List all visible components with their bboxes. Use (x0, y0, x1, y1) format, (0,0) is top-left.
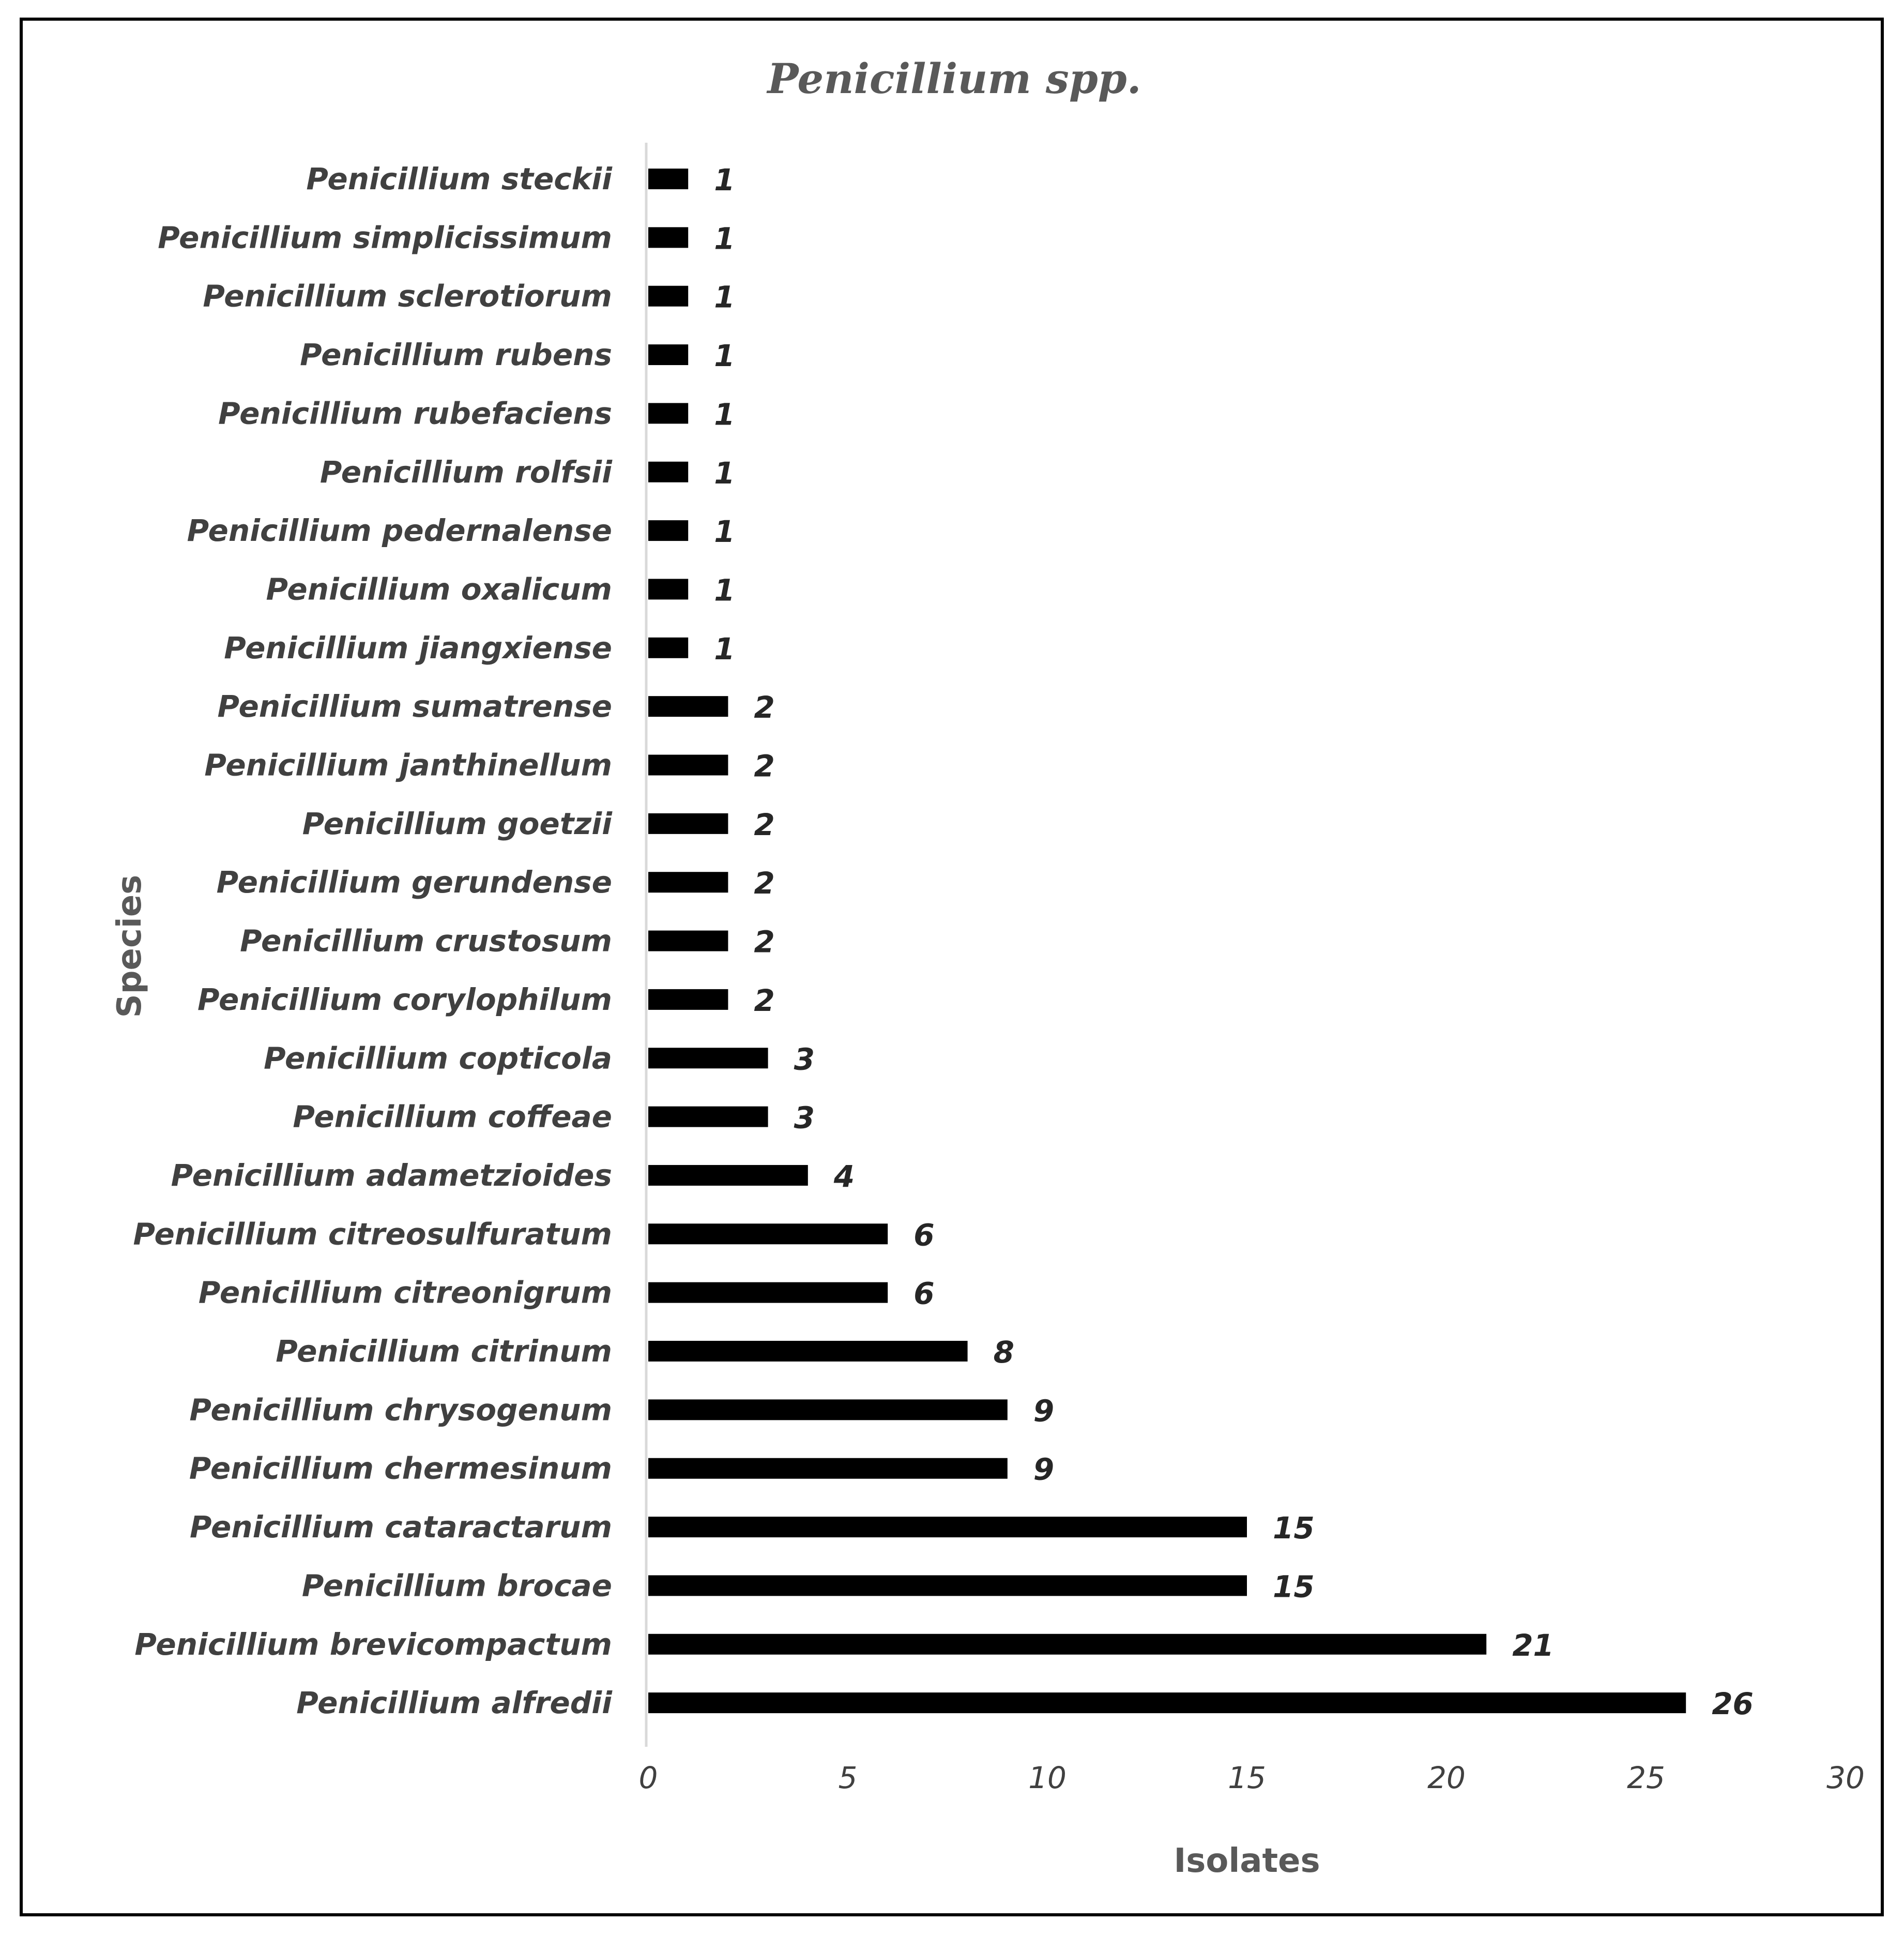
data-label: 4 (833, 1159, 855, 1194)
data-label: 1 (714, 456, 735, 491)
data-label: 1 (714, 280, 735, 315)
category-label: Penicillium citrinum (276, 1334, 612, 1369)
bar (648, 696, 728, 717)
data-label: 1 (714, 221, 735, 256)
x-tick-label: 15 (1228, 1760, 1266, 1795)
category-label: Penicillium copticola (264, 1040, 612, 1076)
bar (648, 989, 728, 1010)
data-label: 3 (794, 1041, 815, 1077)
bar (648, 403, 689, 424)
data-label: 2 (754, 866, 774, 901)
data-label: 2 (754, 983, 774, 1018)
category-label: Penicillium chrysogenum (189, 1392, 612, 1427)
data-label: 1 (714, 514, 735, 549)
category-label: Penicillium brocae (302, 1568, 612, 1603)
data-label: 21 (1512, 1628, 1554, 1663)
category-label: Penicillium sclerotiorum (203, 279, 612, 314)
category-label: Penicillium rubens (300, 337, 612, 372)
bar (648, 1106, 768, 1127)
bar (648, 637, 689, 658)
category-label: Penicillium oxalicum (266, 571, 612, 607)
bar (648, 1048, 768, 1069)
category-label: Penicillium brevicompactum (134, 1627, 612, 1662)
y-axis-title: Species (111, 875, 149, 1018)
bar (648, 813, 728, 834)
bar (648, 461, 689, 482)
data-label: 6 (913, 1217, 934, 1252)
chart-title: Penicillium spp. (766, 54, 1141, 103)
bar (648, 520, 689, 541)
bar (648, 1634, 1487, 1655)
bar (648, 1164, 808, 1186)
bar (648, 1223, 888, 1245)
bar (648, 579, 689, 600)
category-label: Penicillium goetzii (302, 806, 613, 841)
bar (648, 930, 728, 951)
category-label: Penicillium alfredii (296, 1685, 613, 1720)
bar (648, 872, 728, 893)
data-label: 1 (714, 397, 735, 432)
data-label: 3 (794, 1100, 815, 1136)
bar (648, 1575, 1247, 1596)
data-label: 15 (1273, 1510, 1315, 1546)
category-label: Penicillium rolfsii (320, 455, 613, 490)
chart-frame: Penicillium spp. Penicillium steckii 1 Pen… (20, 18, 1884, 1916)
data-label: 1 (714, 338, 735, 373)
data-label: 2 (754, 925, 774, 960)
category-label: Penicillium steckii (306, 161, 613, 196)
x-tick-label: 25 (1627, 1760, 1665, 1795)
category-label: Penicillium chermesinum (189, 1451, 612, 1486)
x-tick-label: 0 (639, 1760, 658, 1795)
data-label: 1 (714, 162, 735, 198)
category-label: Penicillium pedernalense (187, 513, 612, 548)
data-label: 2 (754, 807, 774, 842)
category-label: Penicillium adametzioides (171, 1158, 612, 1193)
bar (648, 1341, 968, 1362)
category-label: Penicillium corylophilum (197, 982, 612, 1017)
category-label: Penicillium cataractarum (190, 1509, 612, 1545)
x-tick-label: 30 (1826, 1760, 1865, 1795)
x-tick-label: 10 (1028, 1760, 1067, 1795)
category-label: Penicillium coffeae (293, 1099, 612, 1135)
category-label: Penicillium janthinellum (204, 748, 612, 783)
x-tick-label: 5 (839, 1760, 858, 1795)
category-label: Penicillium sumatrense (218, 689, 613, 724)
x-axis-title: Isolates (1174, 1842, 1320, 1880)
category-label: Penicillium rubefaciens (218, 396, 612, 431)
plot-area: Penicillium steckii 1 Penicillium simplici… (133, 143, 1865, 1795)
data-label: 1 (714, 572, 735, 608)
bar (648, 227, 689, 248)
category-label: Penicillium citreonigrum (199, 1275, 612, 1310)
data-label: 1 (714, 631, 735, 667)
data-label: 2 (754, 749, 774, 784)
data-label: 26 (1712, 1686, 1754, 1721)
data-label: 2 (754, 690, 774, 725)
data-label: 15 (1273, 1569, 1315, 1604)
bar (648, 1282, 888, 1303)
category-label: Penicillium simplicissimum (158, 220, 612, 255)
data-label: 9 (1033, 1452, 1054, 1487)
bar (648, 1399, 1008, 1420)
bar (648, 1692, 1686, 1714)
bar (648, 754, 728, 776)
bar-chart: Penicillium spp. Penicillium steckii 1Pen… (111, 54, 1865, 1880)
bar (648, 344, 689, 366)
bar (648, 1458, 1008, 1479)
bar (648, 169, 689, 189)
category-label: Penicillium jiangxiense (224, 630, 612, 666)
data-label: 6 (913, 1276, 934, 1311)
category-label: Penicillium gerundense (217, 865, 612, 900)
bar (648, 285, 689, 307)
x-tick-label: 20 (1427, 1760, 1466, 1795)
category-label: Penicillium citreosulfuratum (133, 1216, 612, 1251)
bar (648, 1517, 1247, 1538)
category-label: Penicillium crustosum (240, 924, 612, 959)
data-label: 8 (994, 1335, 1014, 1370)
data-label: 9 (1033, 1393, 1054, 1428)
